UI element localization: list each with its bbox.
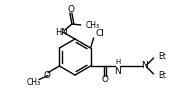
Text: CH₃: CH₃ bbox=[27, 78, 41, 87]
Text: H: H bbox=[115, 59, 120, 65]
Text: Et: Et bbox=[159, 71, 166, 80]
Text: O: O bbox=[101, 76, 108, 85]
Text: O: O bbox=[67, 4, 74, 13]
Text: HN: HN bbox=[56, 27, 68, 36]
Text: CH₃: CH₃ bbox=[86, 21, 100, 30]
Text: Et: Et bbox=[159, 51, 166, 60]
Text: Cl: Cl bbox=[96, 28, 104, 37]
Text: N: N bbox=[114, 67, 121, 76]
Text: O: O bbox=[44, 71, 51, 80]
Text: N: N bbox=[141, 62, 148, 71]
